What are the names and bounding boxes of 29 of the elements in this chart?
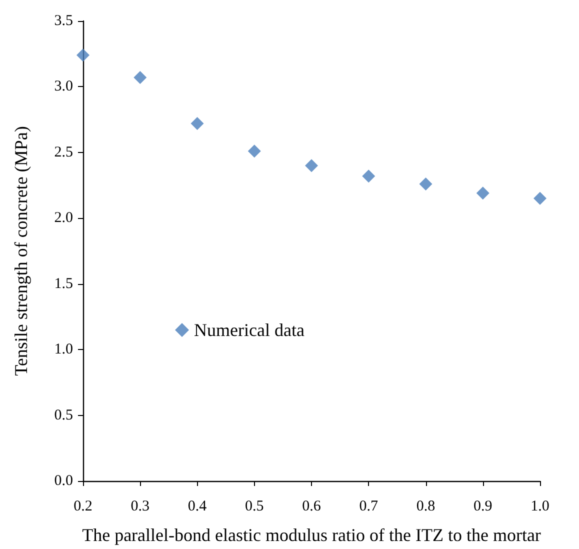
x-axis-title: The parallel-bond elastic modulus ratio of the ITZ to the mortar [82,525,541,545]
y-tick-label: 0.5 [54,407,73,424]
y-tick-label: 3.0 [54,78,73,95]
y-tick-label: 1.0 [54,342,73,358]
point [534,192,546,205]
y-tick-label: 2.5 [54,144,73,160]
x-tick-label: 0.6 [302,498,322,514]
x-tick-label: 0.5 [245,498,264,514]
y-tick-label: 1.5 [54,276,73,292]
y-tick-label: 0.0 [54,473,73,489]
y-tick-label: 2.0 [54,210,73,226]
x-tick-label: 0.4 [188,498,208,514]
point [305,159,318,172]
x-tick-label: 0.8 [416,498,436,514]
x-tick-label: 0.2 [74,498,92,514]
y-tick-label: 3.5 [54,13,73,29]
point [419,177,432,190]
point [190,117,204,130]
y-axis-title: Tensile strength of concrete (MPa) [11,126,31,376]
point [248,144,261,158]
point [476,186,490,200]
x-tick-label: 0.3 [130,498,150,514]
x-tick-label: 0.7 [359,498,378,514]
point [362,170,376,183]
point [76,48,90,62]
legend-label: Numerical data [194,320,304,340]
x-tick-label: 0.9 [474,498,492,514]
point [134,71,147,84]
x-tick-label: 1.0 [530,498,550,514]
